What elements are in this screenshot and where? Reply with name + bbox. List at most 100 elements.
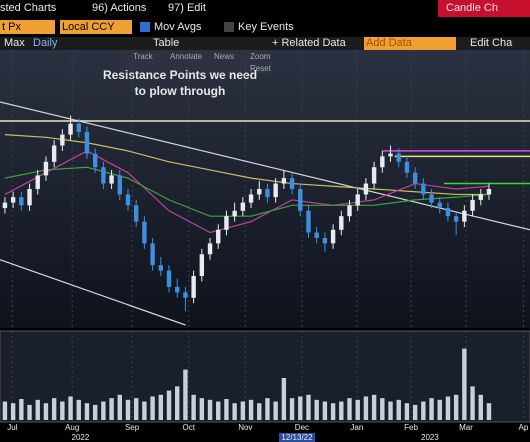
candle-body	[117, 175, 122, 195]
volume-bar	[43, 403, 49, 420]
volume-bar	[363, 396, 369, 420]
menu[interactable]: sted Charts	[0, 2, 57, 14]
menu[interactable]: 97) Edit	[168, 2, 206, 14]
volume-bar	[470, 386, 475, 420]
volume-bar	[306, 394, 311, 420]
year-label: 12/13/22	[281, 433, 313, 442]
volume-bar	[207, 399, 213, 420]
volume-bar	[19, 399, 24, 420]
button[interactable]: Table	[153, 37, 179, 49]
candle-body	[2, 202, 8, 209]
volume-bar	[421, 401, 426, 420]
candle-body	[133, 205, 139, 222]
volume-bar	[175, 386, 180, 420]
candle-body	[166, 270, 172, 287]
volume-bar	[388, 401, 393, 420]
candle-body	[314, 232, 319, 238]
field-bg	[364, 37, 456, 50]
candle-body	[76, 123, 81, 132]
mini-toolbar	[120, 50, 272, 74]
button[interactable]: + Related Data	[272, 37, 347, 49]
volume-bar	[298, 396, 303, 420]
candle-body	[281, 178, 287, 184]
candle-body	[43, 161, 49, 176]
candle-body	[199, 254, 205, 277]
x-tick-label: Aug	[65, 423, 79, 432]
candle-body	[339, 216, 344, 230]
x-tick-label: Nov	[238, 423, 252, 432]
candle-body	[175, 286, 180, 293]
candle-body	[486, 189, 492, 195]
checkbox-label: Key Events	[238, 21, 294, 33]
volume-bar	[339, 401, 344, 420]
field[interactable]: t Px	[2, 21, 21, 33]
date-highlight	[278, 433, 315, 442]
annotation: to plow through	[135, 84, 226, 98]
candle-body	[363, 183, 369, 195]
candle-body	[183, 292, 188, 298]
candle-body	[421, 183, 426, 195]
field[interactable]: Local CCY	[62, 21, 115, 33]
volume-bar	[68, 396, 73, 420]
volume-bar	[101, 401, 106, 420]
candle-body	[355, 194, 360, 206]
candle-body	[388, 153, 393, 157]
volume-bar	[133, 398, 139, 420]
x-tick-label: Feb	[404, 423, 418, 432]
button[interactable]: Edit Cha	[470, 37, 513, 49]
candle-body	[224, 216, 229, 230]
candle-body	[298, 189, 303, 211]
field-bg	[60, 20, 132, 34]
trend-line	[0, 101, 530, 231]
year-label: 2022	[72, 433, 90, 442]
checkbox-label: Mov Avgs	[154, 21, 202, 33]
candle-body	[412, 172, 418, 184]
candle-body	[125, 194, 131, 206]
volume-bar	[380, 398, 385, 420]
volume-bar	[355, 399, 360, 420]
candle-body	[453, 216, 459, 222]
volume-bar	[347, 398, 352, 420]
candle-body	[240, 202, 246, 211]
tool[interactable]: Reset	[250, 64, 272, 73]
candle-body	[470, 199, 475, 211]
volume-bar	[76, 399, 81, 420]
volume-bar	[232, 403, 237, 420]
x-tick-label: Jan	[350, 423, 363, 432]
volume-bar	[429, 398, 434, 420]
frequency[interactable]: Daily	[33, 37, 58, 49]
checkbox[interactable]	[224, 22, 234, 32]
menu[interactable]: 96) Actions	[92, 2, 147, 14]
candle-body	[330, 229, 336, 244]
candle-body	[429, 194, 434, 203]
candle-body	[462, 210, 467, 222]
candle-body	[158, 265, 164, 271]
tool[interactable]: Track	[133, 52, 154, 61]
volume-bar	[462, 348, 467, 420]
volume-bar	[396, 399, 401, 420]
candle-body	[84, 131, 90, 154]
candle-body	[191, 276, 196, 298]
tool[interactable]: News	[214, 52, 234, 61]
checkbox[interactable]	[140, 22, 150, 32]
candle-body	[150, 243, 155, 266]
candle-body	[248, 194, 254, 203]
volume-bar	[281, 378, 287, 420]
period[interactable]: Max	[4, 37, 25, 49]
tool[interactable]: Annotate	[170, 52, 203, 61]
volume-bar	[273, 401, 278, 420]
candle-body	[142, 221, 147, 244]
volume-bar	[183, 369, 188, 420]
field[interactable]: Add Data	[366, 37, 413, 49]
candle-body	[232, 210, 237, 217]
candle-body	[35, 175, 40, 189]
volume-bar	[404, 403, 410, 420]
tool[interactable]: Zoom	[250, 52, 271, 61]
volume-bar	[51, 398, 57, 420]
volume-bar	[109, 398, 114, 420]
title-bg	[438, 0, 530, 17]
volume-bar	[314, 399, 319, 420]
candle-body	[404, 161, 410, 173]
x-tick-label: Sep	[125, 423, 140, 432]
